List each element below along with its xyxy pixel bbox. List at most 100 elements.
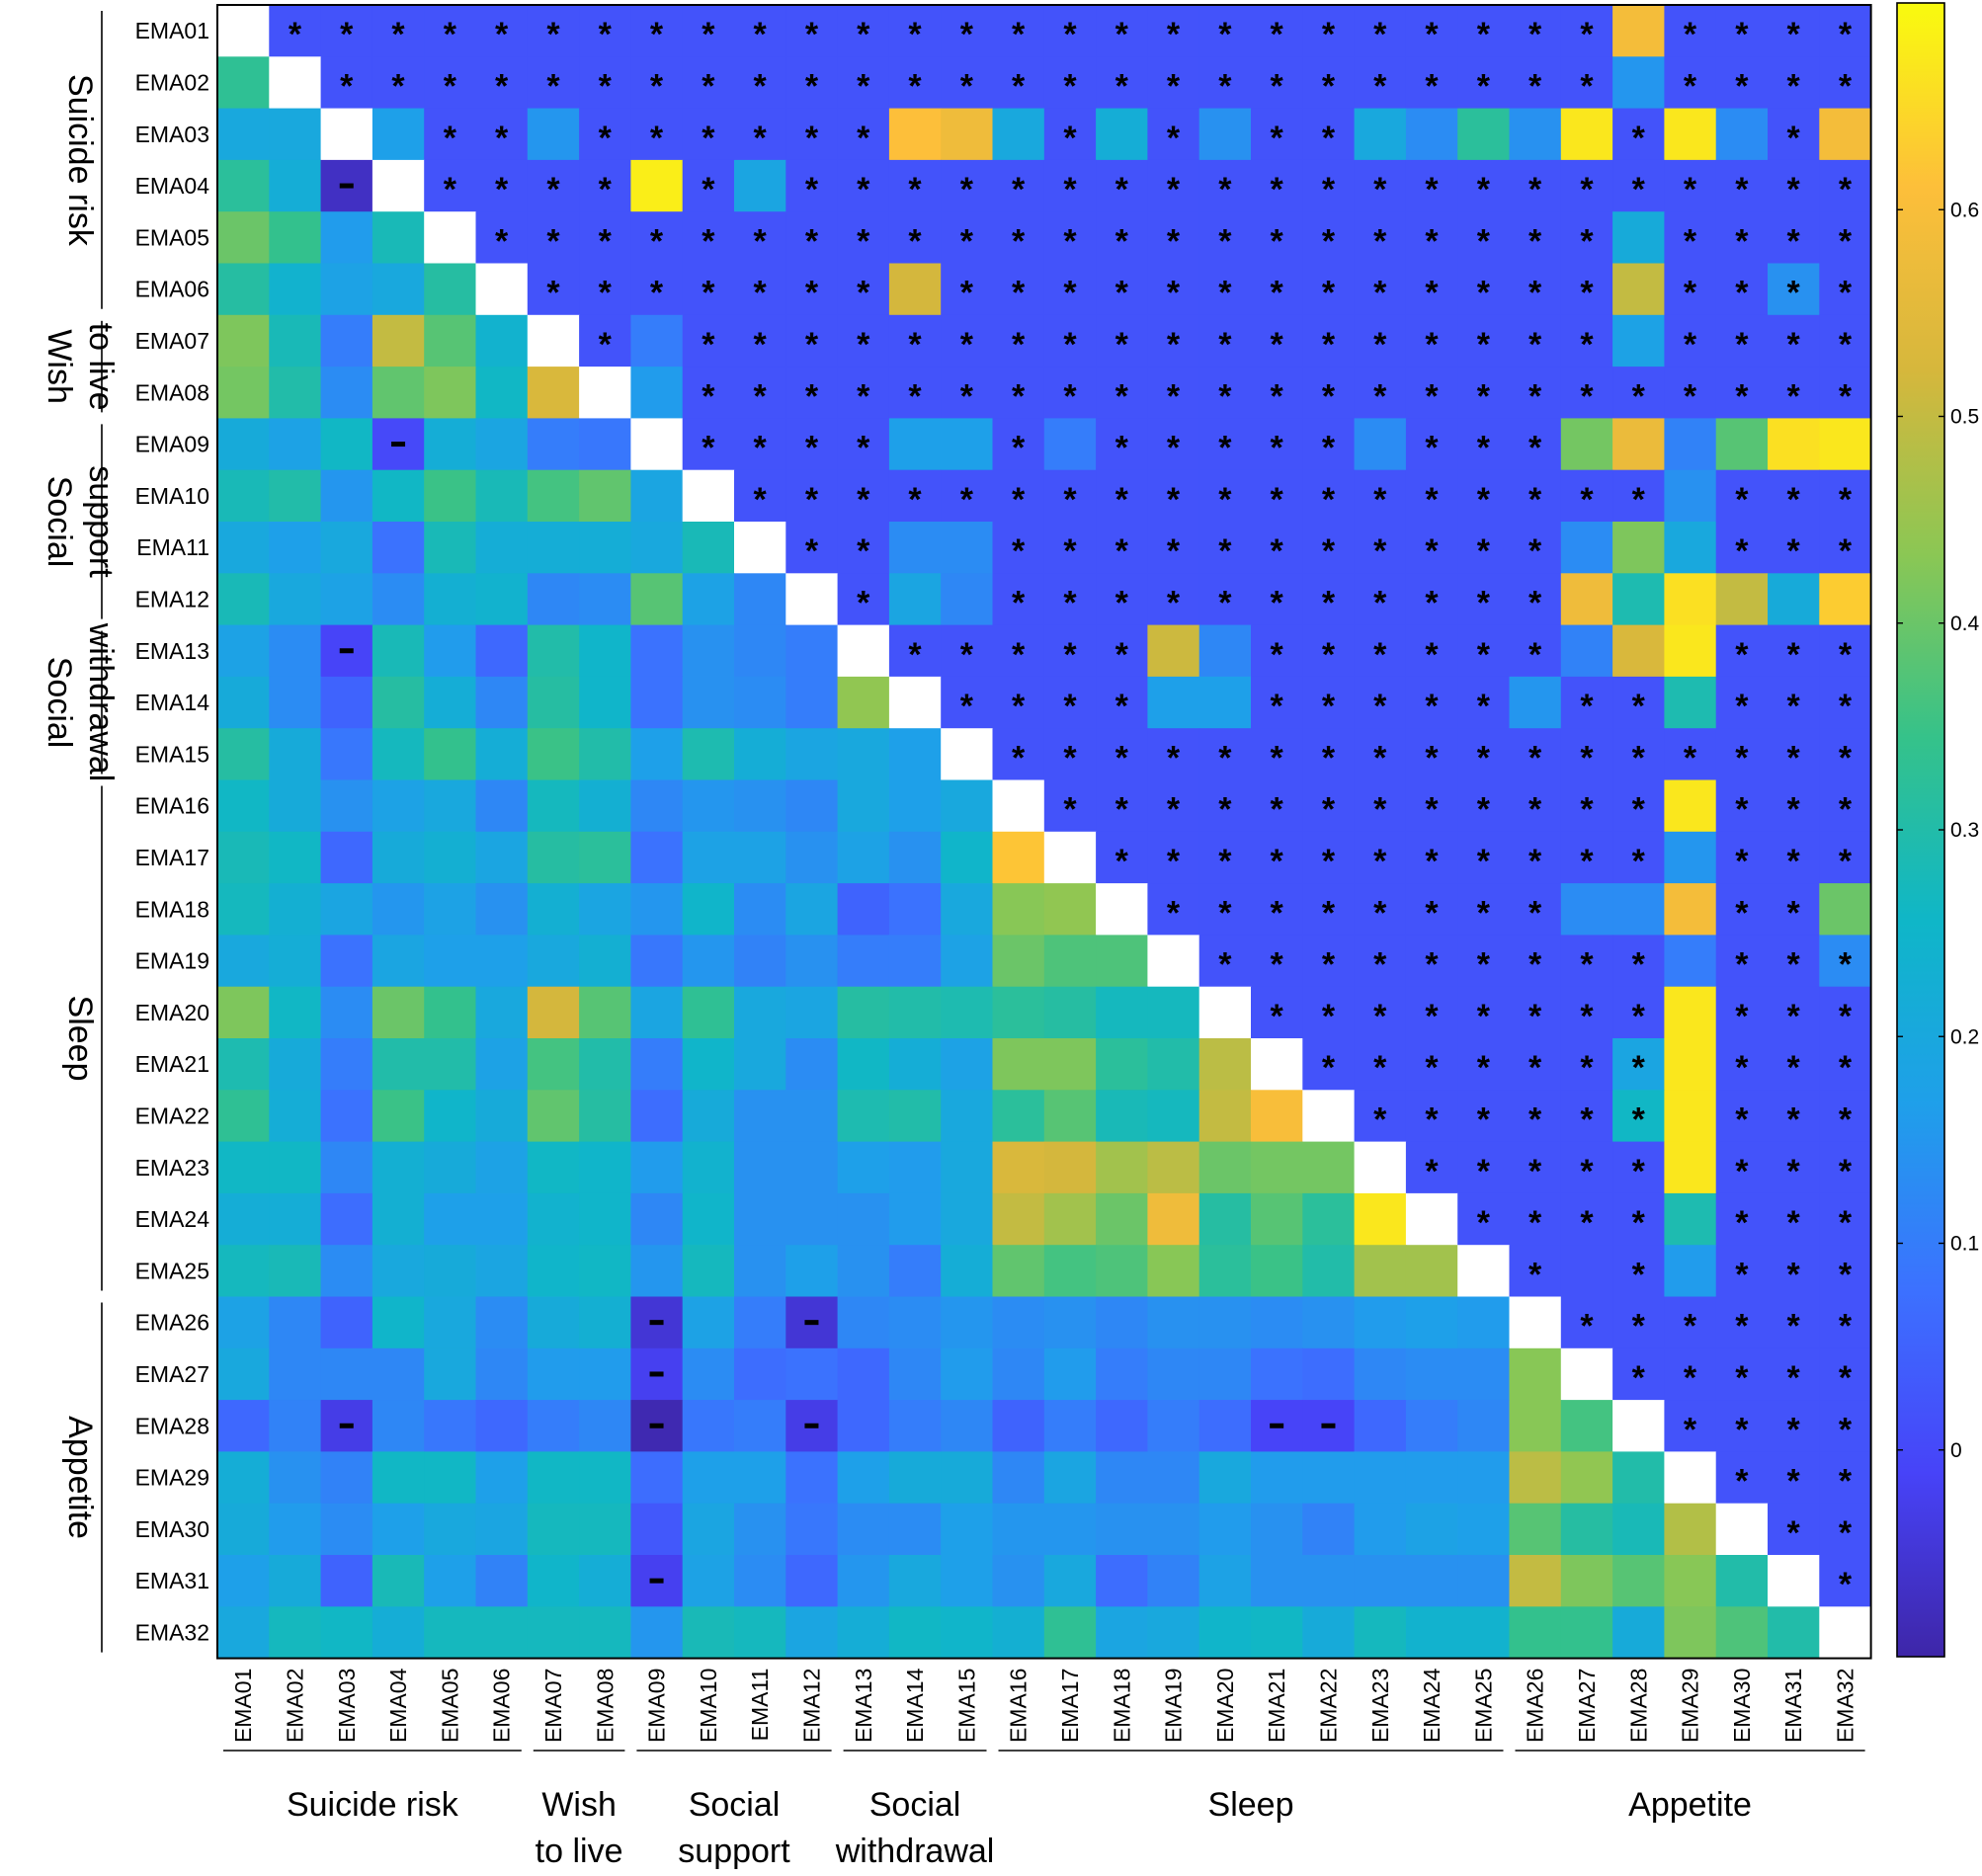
heatmap-cell	[217, 1296, 270, 1349]
heatmap-cell	[1405, 108, 1458, 161]
significance-star-mark: *	[1787, 1101, 1801, 1138]
significance-star-mark: *	[1425, 584, 1439, 621]
significance-star-mark: *	[1373, 481, 1387, 519]
heatmap-cell	[579, 779, 631, 833]
significance-star-mark: *	[1528, 430, 1542, 467]
significance-star-mark: *	[805, 120, 819, 157]
heatmap-cell	[320, 935, 373, 988]
heatmap-cell	[579, 1038, 631, 1091]
column-tick-label: EMA14	[902, 1668, 928, 1743]
heatmap-cell	[734, 1347, 786, 1401]
heatmap-cell	[1819, 986, 1872, 1039]
significance-star-mark: *	[650, 275, 664, 312]
heatmap-cell	[1457, 935, 1511, 988]
heatmap-cell	[888, 624, 942, 678]
heatmap-cell	[475, 883, 529, 936]
heatmap-cell	[217, 159, 270, 212]
heatmap-cell	[1147, 211, 1200, 265]
significance-star-mark: *	[805, 16, 819, 53]
significance-star-mark: *	[1580, 377, 1594, 415]
significance-star-mark: *	[1528, 1101, 1542, 1138]
heatmap-cell	[527, 883, 580, 936]
heatmap-cell	[630, 522, 684, 574]
heatmap-cell	[1405, 418, 1458, 471]
heatmap-cell	[1354, 56, 1407, 110]
significance-star-mark: *	[1528, 584, 1542, 621]
heatmap-cell	[1302, 1192, 1356, 1246]
significance-star-mark: *	[1528, 998, 1542, 1035]
significance-star-mark: *	[1839, 1101, 1853, 1138]
heatmap-cell	[1664, 522, 1717, 574]
significance-star-mark: *	[1218, 843, 1232, 880]
heatmap-cell	[734, 418, 786, 471]
heatmap-cell	[734, 986, 786, 1039]
heatmap-cell	[1560, 469, 1613, 523]
significance-star-mark: *	[1528, 222, 1542, 260]
heatmap-cell	[1664, 1245, 1717, 1298]
heatmap-cell	[682, 1347, 735, 1401]
heatmap-cell	[527, 1141, 580, 1194]
heatmap-cell	[1147, 1192, 1200, 1246]
heatmap-cell	[1715, 522, 1769, 574]
significance-star-mark: *	[1115, 791, 1129, 829]
heatmap-cell	[1043, 1090, 1097, 1143]
significance-star-mark: *	[857, 481, 870, 519]
heatmap-cell	[941, 211, 994, 265]
heatmap-cell	[1768, 1141, 1820, 1194]
row-tick-label: EMA28	[135, 1413, 209, 1438]
heatmap-cell	[1198, 211, 1252, 265]
heatmap-cell	[1612, 573, 1665, 626]
significance-star-mark: *	[1063, 67, 1077, 105]
heatmap-cell	[1819, 1503, 1872, 1556]
heatmap-cell	[1096, 1245, 1148, 1298]
heatmap-cell	[579, 1347, 631, 1401]
heatmap-cell	[1819, 1347, 1872, 1401]
heatmap-cell	[1147, 1503, 1200, 1556]
significance-star-mark: *	[1477, 1049, 1491, 1087]
negative-mark	[804, 1320, 819, 1326]
significance-star-mark: *	[702, 171, 715, 208]
heatmap-cell	[837, 1451, 890, 1505]
heatmap-cell	[1612, 418, 1665, 471]
heatmap-cell	[1715, 1038, 1769, 1091]
heatmap-cell	[837, 211, 890, 265]
significance-star-mark: *	[805, 222, 819, 260]
row-tick-label: EMA25	[135, 1258, 209, 1283]
significance-star-mark: *	[1425, 636, 1439, 674]
heatmap-cell	[1457, 1400, 1511, 1452]
significance-star-mark: *	[1735, 1359, 1749, 1397]
colorbar-tick-label: 0.5	[1950, 406, 1979, 429]
heatmap-cell	[630, 159, 684, 212]
heatmap-cell	[1819, 469, 1872, 523]
significance-star-mark: *	[1735, 843, 1749, 880]
heatmap-cell	[1715, 1141, 1769, 1194]
significance-star-mark: *	[1632, 688, 1646, 725]
row-group-label: Wish	[41, 329, 78, 404]
heatmap-cell	[269, 108, 322, 161]
heatmap-cell	[217, 1038, 270, 1091]
significance-star-mark: *	[1580, 998, 1594, 1035]
diagonal-cell	[372, 159, 425, 212]
heatmap-cell	[1768, 522, 1820, 574]
diagonal-cell	[785, 573, 839, 626]
heatmap-cell	[372, 1245, 425, 1298]
heatmap-cell	[630, 1606, 684, 1660]
heatmap-cell	[1043, 779, 1097, 833]
heatmap-cell	[217, 935, 270, 988]
heatmap-cell	[1096, 522, 1148, 574]
significance-star-mark: *	[702, 377, 715, 415]
heatmap-cell	[682, 1245, 735, 1298]
significance-star-mark: *	[1528, 67, 1542, 105]
heatmap-cell	[682, 1503, 735, 1556]
heatmap-cell	[630, 1090, 684, 1143]
heatmap-cell	[992, 159, 1045, 212]
significance-star-mark: *	[599, 120, 613, 157]
significance-star-mark: *	[1271, 222, 1284, 260]
heatmap-cell	[1457, 624, 1511, 678]
heatmap-cell	[1560, 159, 1613, 212]
heatmap-cell	[475, 1245, 529, 1298]
heatmap-cell	[1664, 263, 1717, 316]
significance-star-mark: *	[1115, 222, 1129, 260]
heatmap-cell	[1043, 263, 1097, 316]
heatmap-cell	[320, 56, 373, 110]
